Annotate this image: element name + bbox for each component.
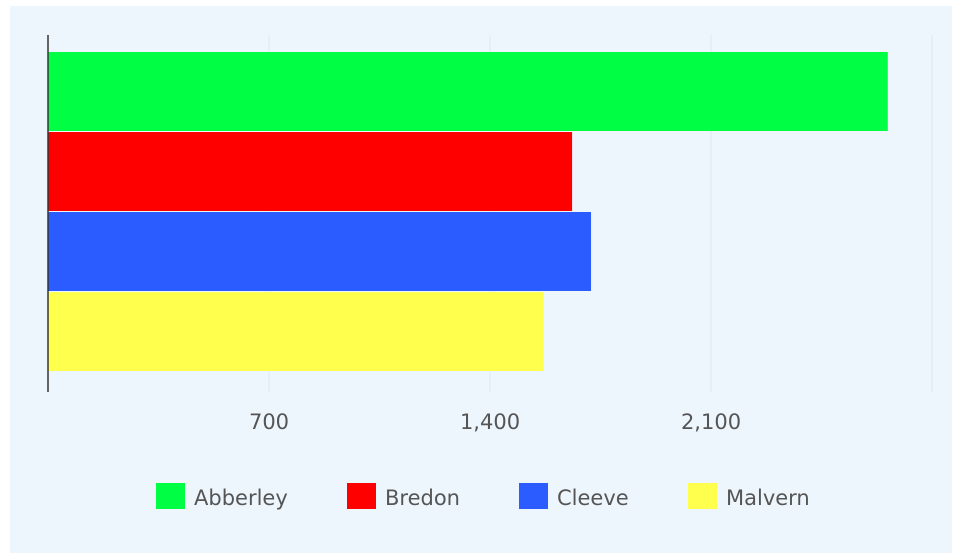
legend-label: Abberley	[194, 486, 288, 510]
bar-cleeve[interactable]	[48, 212, 592, 291]
legend-item-cleeve[interactable]: Cleeve	[519, 483, 629, 510]
legend-item-malvern[interactable]: Malvern	[688, 483, 810, 510]
bar-bredon[interactable]	[48, 132, 573, 211]
bar-abberley[interactable]	[48, 52, 888, 131]
bar-malvern[interactable]	[48, 292, 544, 371]
bars	[48, 52, 888, 371]
legend-swatch	[156, 483, 185, 509]
legend-item-bredon[interactable]: Bredon	[347, 483, 460, 510]
legend-swatch	[347, 483, 376, 509]
x-tick-label: 1,400	[460, 410, 520, 434]
legend-label: Malvern	[726, 486, 810, 510]
legend-label: Cleeve	[557, 486, 629, 510]
legend-swatch	[519, 483, 548, 509]
x-tick-label: 700	[249, 410, 289, 434]
legend: Abberley Bredon Cleeve Malvern	[156, 483, 810, 510]
legend-label: Bredon	[385, 486, 460, 510]
legend-swatch	[688, 483, 717, 509]
x-tick-label: 2,100	[681, 410, 741, 434]
x-axis-ticks: 700 1,400 2,100	[249, 410, 741, 434]
legend-item-abberley[interactable]: Abberley	[156, 483, 288, 510]
